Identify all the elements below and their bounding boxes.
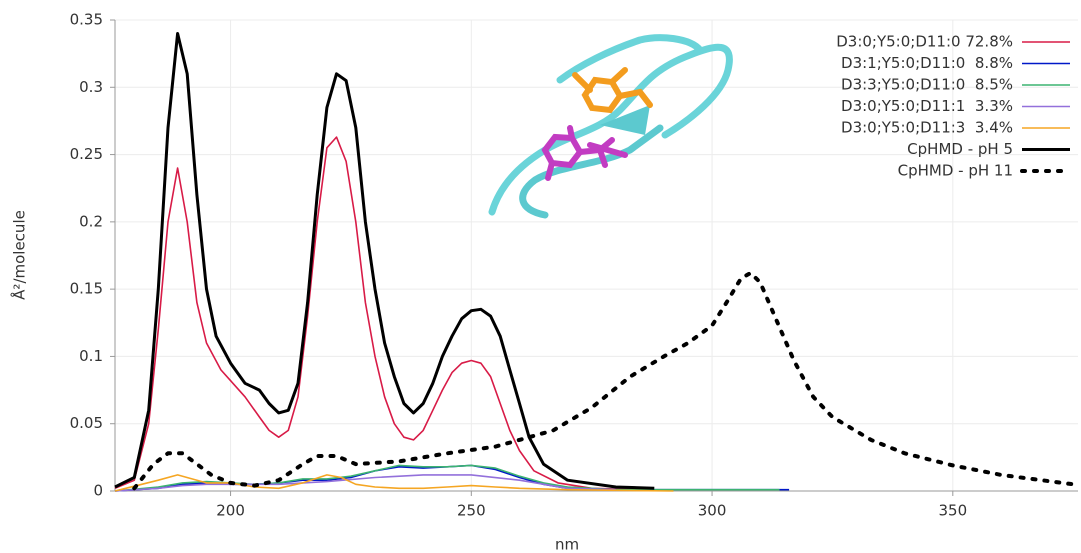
series-line: [114, 474, 674, 492]
y-tick-label: 0.15: [70, 280, 103, 298]
legend-label: D3:0;Y5:0;D11:3 3.4%: [841, 119, 1013, 137]
y-tick-label: 0.05: [70, 414, 103, 432]
x-tick-label: 200: [216, 502, 245, 520]
y-tick-label: 0.25: [70, 145, 103, 163]
legend-label: D3:1;Y5:0;D11:0 8.8%: [841, 54, 1013, 72]
x-tick-label: 300: [698, 502, 727, 520]
legend-label: CpHMD - pH 5: [907, 140, 1013, 158]
y-tick-label: 0.35: [70, 11, 103, 29]
x-axis-label: nm: [555, 536, 579, 553]
y-tick-label: 0.3: [79, 78, 103, 96]
legend-label: D3:0;Y5:0;D11:1 3.3%: [841, 97, 1013, 115]
protein-structure: [488, 34, 733, 219]
x-tick-label: 350: [938, 502, 967, 520]
y-axis-label: Å²/molecule: [10, 210, 29, 300]
y-tick-label: 0.2: [79, 212, 103, 230]
y-tick-label: 0.1: [79, 347, 103, 365]
series-line: [114, 474, 616, 492]
series-line: [132, 271, 1076, 491]
series-line: [114, 32, 655, 490]
x-tick-label: 250: [457, 502, 486, 520]
legend-label: CpHMD - pH 11: [898, 162, 1013, 180]
legend-label: D3:3;Y5:0;D11:0 8.5%: [841, 76, 1013, 94]
legend-label: D3:0;Y5:0;D11:0 72.8%: [836, 33, 1013, 51]
series-line: [114, 136, 640, 491]
y-tick-label: 0: [93, 482, 103, 500]
